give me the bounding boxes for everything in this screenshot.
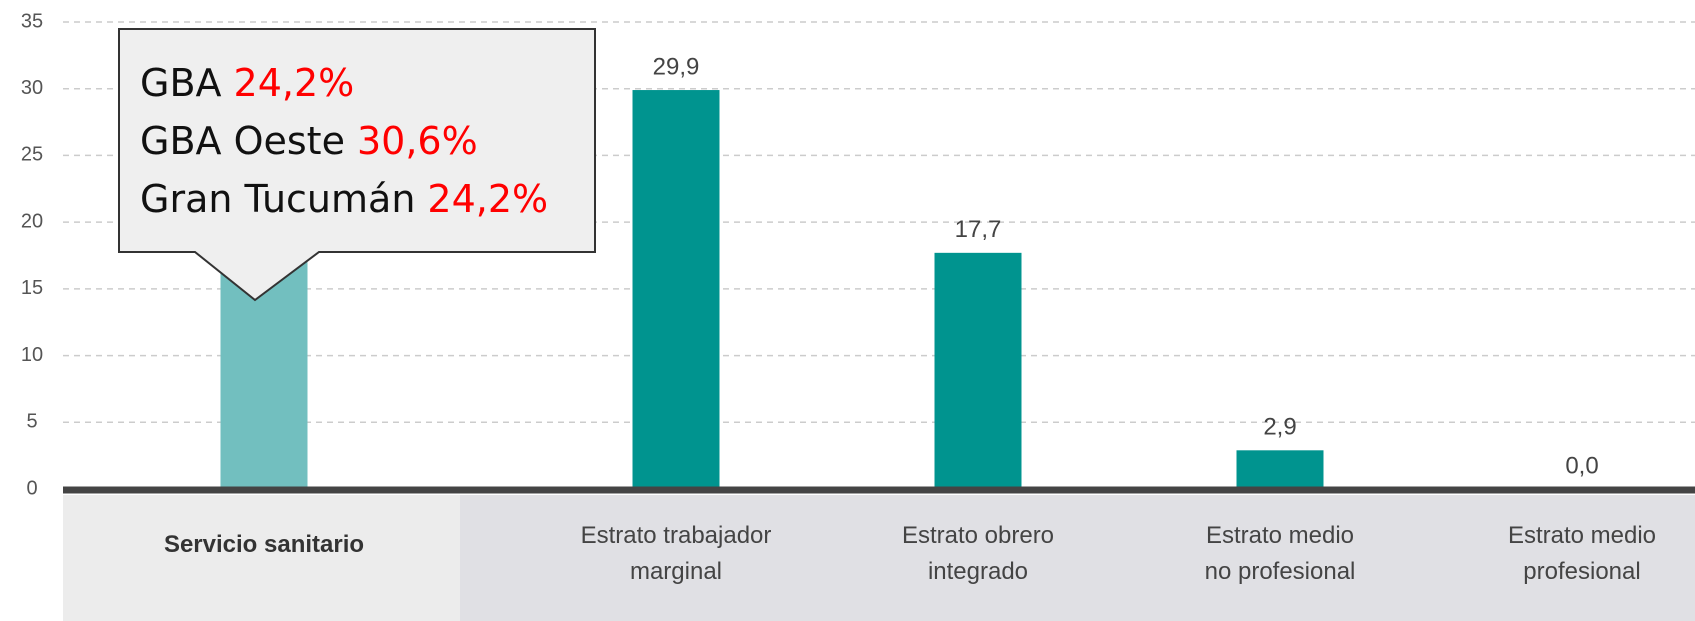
y-tick-label: 20	[21, 210, 43, 232]
x-tick-label: Estrato trabajador marginal	[580, 522, 772, 585]
bar	[934, 252, 1022, 489]
y-tick-label: 0	[26, 477, 37, 499]
bar	[1236, 450, 1324, 489]
callout-label: GBA Oeste	[140, 119, 345, 163]
category-panel	[63, 495, 460, 621]
callout-value: 24,2%	[427, 177, 548, 221]
callout-box	[118, 28, 596, 302]
callout: GBA 24,2% GBA Oeste 30,6% Gran Tucumán 24,2%	[118, 28, 596, 302]
callout-label: GBA	[140, 61, 222, 105]
callout-line: GBA 24,2%	[140, 61, 354, 105]
value-label: 17,7	[955, 216, 1002, 243]
y-tick-label: 25	[21, 144, 43, 166]
x-tick-label: Estrato medio no profesional	[1204, 522, 1356, 585]
callout-label: Gran Tucumán	[140, 177, 415, 221]
callout-line: GBA Oeste 30,6%	[140, 119, 478, 163]
category-panel	[460, 495, 1695, 621]
callout-line: Gran Tucumán 24,2%	[140, 177, 548, 221]
y-tick-label: 10	[21, 344, 43, 366]
x-tick-label: Servicio sanitario	[163, 531, 365, 558]
callout-value: 24,2%	[234, 61, 355, 105]
callout-value: 30,6%	[357, 119, 478, 163]
y-tick-label: 35	[21, 10, 43, 32]
y-tick-label: 5	[26, 411, 37, 433]
x-tick-label: Estrato medio profesional	[1507, 522, 1657, 585]
bar	[632, 90, 720, 489]
x-tick-label: Estrato obrero integrado	[901, 522, 1055, 585]
y-tick-label: 15	[21, 277, 43, 299]
value-label: 0,0	[1565, 452, 1598, 479]
value-label: 2,9	[1263, 414, 1296, 441]
y-tick-label: 30	[21, 77, 43, 99]
value-label: 29,9	[653, 53, 700, 80]
